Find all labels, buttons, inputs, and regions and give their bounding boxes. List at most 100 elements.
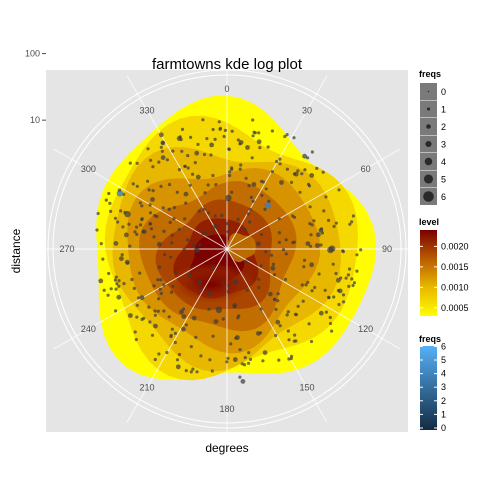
data-point bbox=[201, 118, 205, 122]
data-point bbox=[207, 290, 212, 296]
data-point bbox=[98, 278, 104, 284]
data-point bbox=[278, 162, 282, 166]
data-point bbox=[277, 240, 281, 244]
data-point bbox=[306, 280, 310, 284]
data-point bbox=[214, 183, 218, 187]
data-point bbox=[99, 242, 103, 246]
data-point bbox=[121, 225, 125, 229]
data-point bbox=[355, 269, 359, 273]
angle-tick-240: 240 bbox=[81, 324, 96, 334]
data-point bbox=[189, 345, 193, 349]
data-point bbox=[114, 275, 118, 279]
data-point bbox=[106, 293, 110, 297]
angle-tick-labels: 0 30 60 90 120 150 180 210 240 270 300 330 bbox=[59, 84, 392, 414]
data-point bbox=[135, 232, 139, 236]
data-point bbox=[162, 283, 166, 287]
data-point bbox=[308, 205, 312, 209]
data-point bbox=[184, 201, 188, 205]
data-point bbox=[188, 183, 192, 187]
data-point bbox=[135, 161, 139, 165]
data-point bbox=[251, 118, 255, 122]
data-point bbox=[246, 212, 250, 216]
data-point bbox=[225, 360, 229, 364]
data-point bbox=[108, 201, 112, 205]
data-point bbox=[107, 191, 111, 196]
data-point bbox=[226, 230, 230, 234]
data-point bbox=[284, 252, 288, 256]
data-point bbox=[186, 166, 190, 170]
data-point bbox=[259, 264, 263, 268]
data-point bbox=[159, 184, 163, 188]
data-point bbox=[142, 316, 146, 320]
data-point bbox=[206, 183, 210, 187]
data-point bbox=[236, 217, 240, 221]
data-point bbox=[289, 180, 294, 184]
data-point bbox=[205, 137, 209, 141]
data-point bbox=[206, 211, 211, 215]
data-point bbox=[304, 283, 308, 287]
radius-tick-100: 100 bbox=[25, 49, 40, 59]
data-point bbox=[177, 227, 181, 232]
data-point bbox=[281, 248, 286, 252]
data-point bbox=[292, 215, 297, 219]
level-legend: level 0.0020 0.0015 0.0010 0.0005 bbox=[419, 217, 469, 316]
data-point bbox=[194, 335, 198, 339]
data-point bbox=[246, 361, 251, 365]
data-point bbox=[294, 339, 298, 343]
data-point bbox=[131, 182, 135, 186]
x-axis-label: degrees bbox=[205, 441, 248, 455]
data-point bbox=[138, 201, 142, 205]
data-point bbox=[327, 218, 331, 222]
data-point bbox=[197, 209, 201, 213]
data-point bbox=[285, 167, 289, 171]
data-point bbox=[191, 367, 195, 371]
size-legend-title: freqs bbox=[419, 69, 441, 79]
data-point bbox=[309, 173, 315, 178]
data-point bbox=[173, 331, 177, 335]
freq-label-4: 4 bbox=[441, 369, 446, 379]
data-point bbox=[162, 309, 166, 313]
data-point bbox=[283, 277, 288, 282]
data-point bbox=[168, 220, 172, 224]
data-point bbox=[244, 176, 248, 180]
data-point bbox=[141, 230, 145, 234]
data-point bbox=[355, 253, 359, 257]
data-point bbox=[279, 180, 284, 185]
data-point bbox=[167, 207, 171, 211]
data-point bbox=[197, 280, 203, 286]
data-point bbox=[303, 168, 307, 172]
data-point bbox=[157, 241, 162, 247]
data-point bbox=[323, 288, 327, 292]
data-point bbox=[298, 190, 302, 194]
data-point bbox=[148, 320, 152, 324]
data-point bbox=[337, 302, 341, 307]
data-point bbox=[114, 309, 118, 313]
data-point bbox=[320, 231, 324, 235]
data-point bbox=[225, 222, 229, 226]
data-point bbox=[117, 284, 121, 288]
data-point bbox=[202, 152, 207, 157]
data-point bbox=[302, 265, 306, 269]
data-point bbox=[264, 202, 271, 209]
data-point bbox=[207, 307, 211, 311]
data-point bbox=[328, 321, 333, 326]
data-point bbox=[341, 300, 346, 304]
data-point bbox=[238, 348, 242, 352]
data-point bbox=[195, 174, 201, 180]
data-point bbox=[315, 243, 320, 248]
data-point bbox=[127, 313, 133, 318]
data-point bbox=[275, 159, 279, 164]
data-point bbox=[147, 305, 151, 309]
data-point bbox=[221, 281, 225, 285]
data-point bbox=[291, 241, 295, 245]
data-point bbox=[104, 198, 108, 202]
data-point bbox=[136, 296, 141, 300]
data-point bbox=[227, 283, 231, 287]
size-legend-label-5: 5 bbox=[441, 175, 446, 185]
data-point bbox=[336, 277, 341, 283]
data-point bbox=[238, 167, 242, 171]
data-point bbox=[319, 227, 324, 231]
data-point bbox=[221, 317, 225, 321]
data-point bbox=[347, 284, 351, 288]
data-point bbox=[196, 142, 200, 146]
